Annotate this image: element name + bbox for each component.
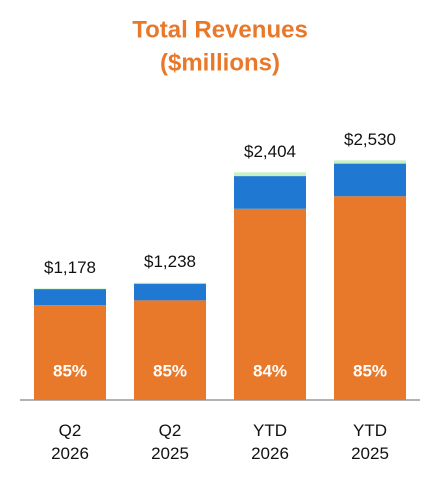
total-label: $1,178	[44, 258, 96, 277]
bar-segment	[34, 305, 106, 400]
bar-segment	[234, 172, 306, 177]
x-tick-label: YTD 2026	[251, 421, 289, 463]
share-label: 85%	[153, 361, 187, 380]
x-tick-label: YTD 2025	[351, 421, 389, 463]
x-tick-label: Q2 2025	[151, 421, 189, 463]
bar-segment	[134, 282, 206, 284]
chart-subtitle: ($millions)	[160, 49, 280, 76]
bar-segment	[234, 208, 306, 400]
total-label: $2,530	[344, 130, 396, 149]
bar-segment	[334, 163, 406, 197]
x-tick-label: Q2 2026	[51, 421, 89, 463]
bar-segment	[334, 160, 406, 164]
bar-segment	[134, 283, 206, 301]
share-label: 85%	[53, 361, 87, 380]
chart-title: Total Revenues	[132, 16, 308, 43]
bar-segment	[34, 288, 106, 290]
share-label: 84%	[253, 361, 287, 380]
total-label: $2,404	[244, 142, 296, 161]
bar-segment	[334, 196, 406, 400]
bar-segment	[34, 289, 106, 306]
share-label: 85%	[353, 361, 387, 380]
total-label: $1,238	[144, 252, 196, 271]
bar-segment	[134, 300, 206, 400]
bar-segment	[234, 176, 306, 209]
